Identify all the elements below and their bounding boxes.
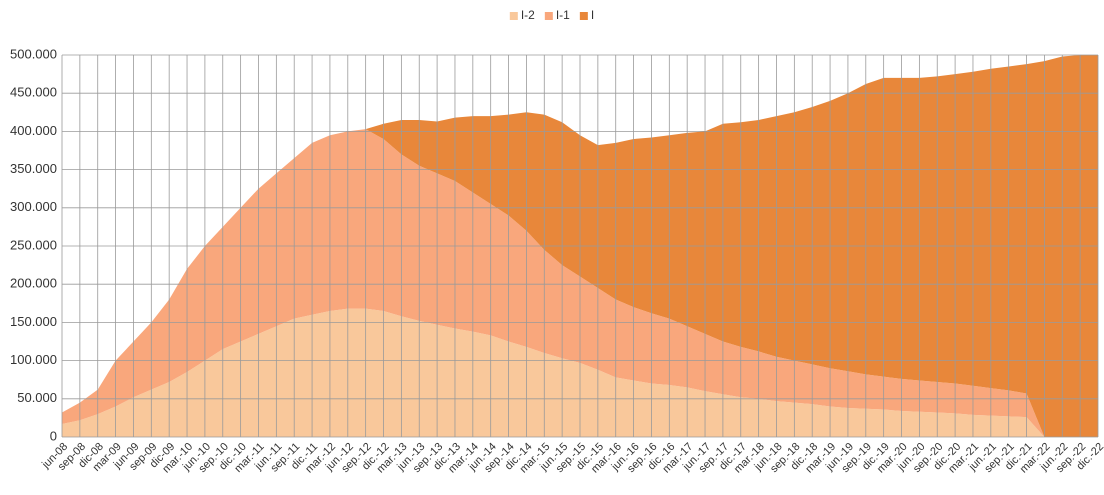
y-tick-label: 400.000	[10, 123, 57, 138]
y-tick-label: 150.000	[10, 314, 57, 329]
y-tick-label: 0	[50, 428, 57, 443]
y-tick-label: 300.000	[10, 199, 57, 214]
y-tick-label: 450.000	[10, 85, 57, 100]
legend-swatch	[509, 12, 518, 20]
y-tick-label: 200.000	[10, 276, 57, 291]
y-tick-label: 100.000	[10, 352, 57, 367]
y-tick-label: 250.000	[10, 237, 57, 252]
y-tick-label: 50.000	[17, 390, 57, 405]
y-tick-label: 350.000	[10, 161, 57, 176]
legend-label: I-2	[521, 8, 535, 22]
legend-swatch	[579, 12, 588, 20]
legend-swatch	[544, 12, 553, 20]
legend-label: I	[591, 8, 594, 22]
legend: I-2 I-1 I	[509, 8, 594, 22]
legend-label: I-1	[556, 8, 570, 22]
y-tick-label: 500.000	[10, 46, 57, 61]
